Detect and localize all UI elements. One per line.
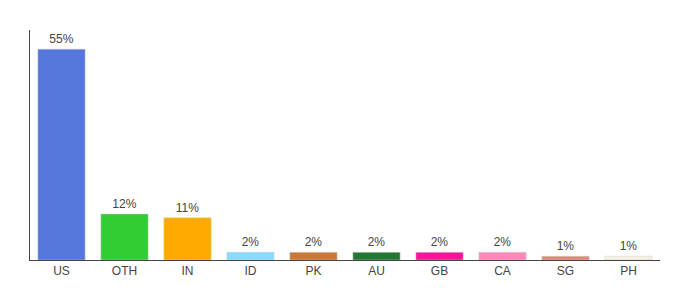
svg-text:1%: 1%: [557, 239, 575, 253]
svg-text:11%: 11%: [176, 201, 199, 215]
svg-text:ID: ID: [245, 264, 257, 278]
svg-text:2%: 2%: [431, 235, 449, 249]
svg-text:55%: 55%: [49, 32, 73, 46]
svg-text:2%: 2%: [494, 235, 512, 249]
svg-text:2%: 2%: [305, 235, 323, 249]
svg-text:2%: 2%: [368, 235, 386, 249]
svg-text:PK: PK: [305, 264, 321, 278]
svg-text:1%: 1%: [620, 239, 638, 253]
svg-text:IN: IN: [182, 264, 194, 278]
svg-text:12%: 12%: [112, 197, 136, 211]
svg-text:GB: GB: [431, 264, 448, 278]
svg-text:AU: AU: [368, 264, 385, 278]
svg-text:OTH: OTH: [112, 264, 137, 278]
svg-text:CA: CA: [494, 264, 511, 278]
svg-text:SG: SG: [557, 264, 574, 278]
svg-text:2%: 2%: [242, 235, 260, 249]
svg-text:US: US: [53, 264, 70, 278]
svg-text:PH: PH: [620, 264, 637, 278]
